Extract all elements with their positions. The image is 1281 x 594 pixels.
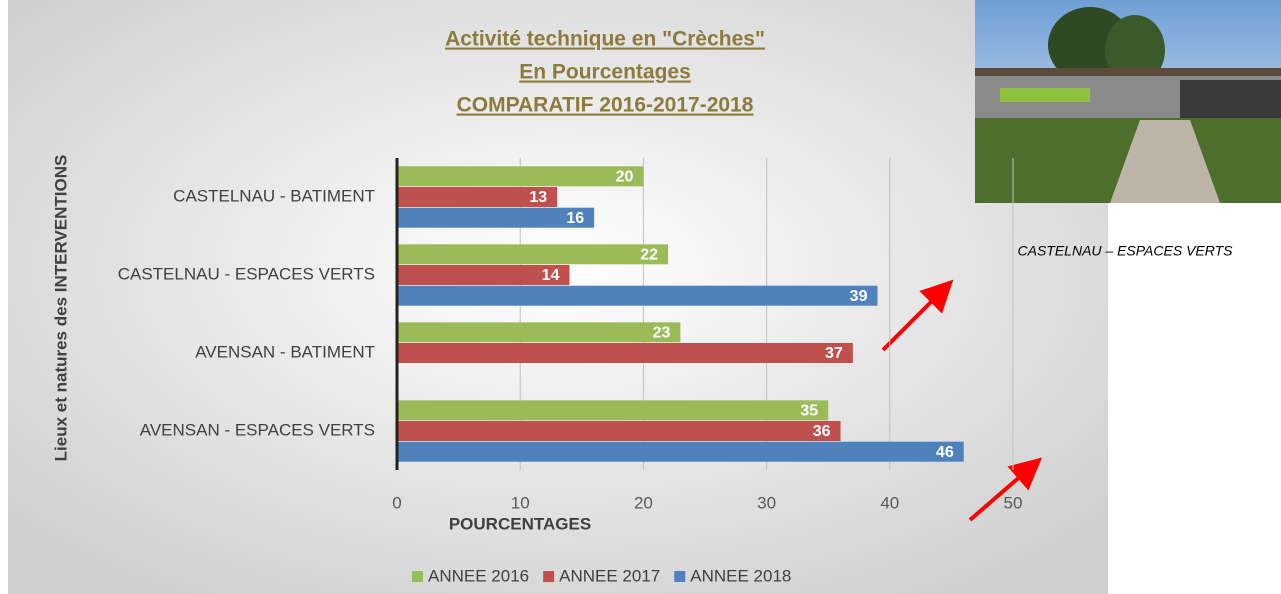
legend-label: ANNEE 2018	[690, 566, 791, 585]
value-label: 37	[825, 345, 843, 362]
y-tick-label: AVENSAN - ESPACES VERTS	[140, 420, 375, 439]
y-tick-label: AVENSAN - BATIMENT	[195, 342, 375, 361]
value-label: 23	[653, 325, 671, 342]
legend-swatch	[412, 571, 423, 582]
x-axis-title: POURCENTAGES	[449, 514, 591, 533]
x-tick-label: 50	[1004, 493, 1023, 512]
legend-label: ANNEE 2017	[559, 566, 660, 585]
value-label: 13	[529, 189, 547, 206]
legend-swatch	[543, 571, 554, 582]
page: {"chart_data": {"type": "bar", "orientat…	[0, 0, 1281, 594]
legend-swatch	[674, 571, 685, 582]
x-tick-label: 40	[880, 493, 899, 512]
x-tick-label: 20	[634, 493, 653, 512]
value-label: 46	[936, 444, 954, 461]
value-label: 39	[850, 288, 868, 305]
photo-caption: CASTELNAU – ESPACES VERTS	[1018, 243, 1234, 259]
chart-title: COMPARATIF 2016-2017-2018	[457, 94, 754, 117]
bar	[397, 343, 853, 363]
bar	[397, 442, 964, 462]
value-label: 16	[566, 210, 584, 227]
chart-title: En Pourcentages	[519, 61, 691, 84]
bar	[397, 421, 841, 441]
bar	[397, 400, 828, 420]
chart-title: Activité technique en "Crèches"	[445, 28, 765, 51]
bar	[397, 208, 594, 228]
bar	[397, 322, 680, 342]
chart: Activité technique en "Crèches" En Pource…	[0, 0, 1281, 594]
y-axis-title: Lieux et natures des INTERVENTIONS	[51, 155, 70, 462]
bar	[397, 286, 877, 306]
legend-label: ANNEE 2016	[428, 566, 529, 585]
value-label: 20	[616, 169, 634, 186]
value-label: 14	[542, 267, 560, 284]
x-tick-label: 0	[392, 493, 401, 512]
value-label: 36	[813, 423, 831, 440]
x-tick-label: 10	[511, 493, 530, 512]
y-tick-label: CASTELNAU - BATIMENT	[173, 186, 375, 205]
value-label: 35	[800, 403, 818, 420]
y-tick-label: CASTELNAU - ESPACES VERTS	[118, 264, 375, 283]
x-tick-label: 30	[757, 493, 776, 512]
bar	[397, 244, 668, 264]
value-label: 22	[640, 247, 658, 264]
photo	[975, 0, 1281, 203]
bar	[397, 166, 643, 186]
